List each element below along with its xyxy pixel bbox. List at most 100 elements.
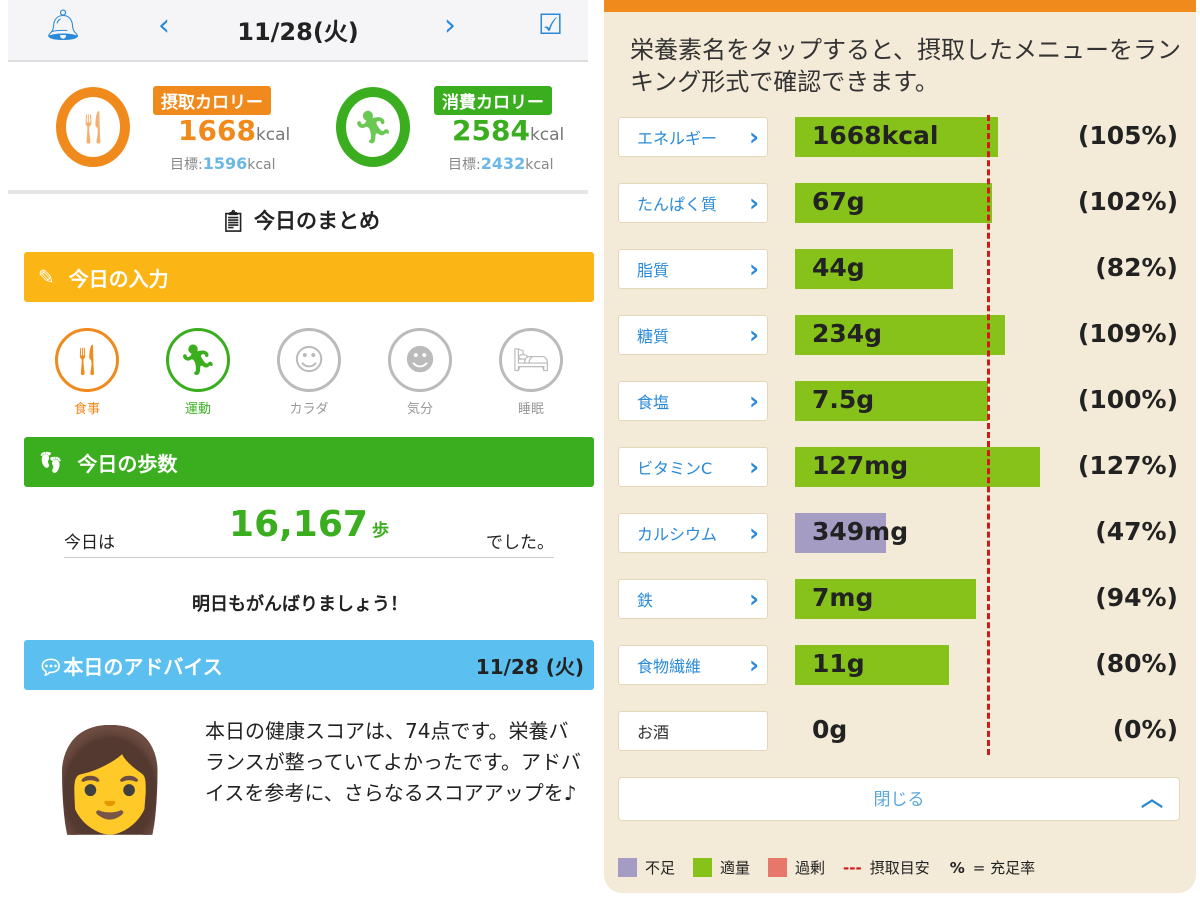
goal-unit: kcal — [525, 157, 554, 173]
chevron-right-icon: › — [749, 189, 759, 217]
nutrient-percent: (82%) — [1095, 253, 1178, 282]
close-button[interactable]: 閉じる ︿ — [618, 777, 1180, 821]
calendar-user-icon[interactable]: ☑︎ — [538, 8, 564, 41]
next-day-button[interactable]: › — [444, 8, 456, 43]
nutrient-row: お酒 0g (0%) — [618, 711, 1178, 751]
nutrient-name-button[interactable]: ビタミンC › — [618, 447, 768, 487]
nutrient-name: カルシウム — [637, 525, 718, 544]
nutrient-value: 7.5g — [812, 385, 875, 414]
nutrient-value: 44g — [812, 253, 865, 282]
chevron-right-icon: › — [749, 585, 759, 613]
nutrient-name-button[interactable]: 食塩 › — [618, 381, 768, 421]
legend-swatch-ok — [693, 858, 713, 877]
legend-pct-symbol: % — [949, 858, 965, 877]
nutrient-value: 0g — [812, 715, 848, 744]
current-date: 11/28(火) — [237, 18, 359, 46]
nutrient-name-button[interactable]: エネルギー › — [618, 117, 768, 157]
clipboard-icon: 📋︎ — [220, 209, 254, 233]
instruction-text: 栄養素名をタップすると、摂取したメニューをランキング形式で確認できます。 — [630, 36, 1182, 96]
steps-row: 今日は 16,167 歩 でした。 — [64, 500, 554, 558]
intake-label: 摂取カロリー — [153, 86, 271, 115]
nutrient-bar — [795, 117, 998, 157]
nutrient-name: 糖質 — [637, 327, 670, 346]
input-label: 睡眠 — [517, 402, 544, 417]
body-icon: ☺︎ — [277, 328, 341, 392]
nutrient-value: 11g — [812, 649, 865, 678]
nutrient-name-button[interactable]: 脂質 › — [618, 249, 768, 289]
nutrient-percent: (100%) — [1077, 385, 1178, 414]
legend: 不足 適量 過剰 --- 摂取目安 % = 充足率 — [618, 857, 1035, 878]
speech-bubble-icon: 💬︎ — [38, 654, 64, 679]
summary-title: 📋︎ 今日のまとめ — [220, 205, 380, 235]
close-label: 閉じる — [873, 790, 925, 810]
burned-goal: 目標:2432kcal — [448, 154, 554, 174]
sleep-icon: 🛏︎ — [499, 328, 563, 392]
nutrient-name-button[interactable]: たんぱく質 › — [618, 183, 768, 223]
nutrient-percent: (102%) — [1077, 187, 1178, 216]
steps-unit: 歩 — [371, 521, 389, 541]
mood-icon: ☻︎ — [388, 328, 452, 392]
input-label: カラダ — [289, 402, 329, 417]
goal-label: 目標: — [170, 157, 203, 173]
goal-value: 2432 — [480, 154, 526, 173]
nutrient-name-button[interactable]: カルシウム › — [618, 513, 768, 553]
advice-title: 本日のアドバイス — [63, 654, 223, 679]
nutrient-value: 7mg — [812, 583, 874, 612]
nutrient-bar — [795, 183, 992, 223]
nutrient-bar — [795, 381, 988, 421]
nutrient-row: 食物繊維 › 11g (80%) — [618, 645, 1178, 685]
input-section-header: ✎ 今日の入力 — [24, 252, 594, 302]
nutrient-name-button[interactable]: お酒 — [618, 711, 768, 751]
input-label: 運動 — [184, 402, 211, 417]
nutrient-percent: (47%) — [1095, 517, 1178, 546]
nutrient-name-button[interactable]: 食物繊維 › — [618, 645, 768, 685]
nutrient-name-button[interactable]: 糖質 › — [618, 315, 768, 355]
steps-prefix: 今日は — [64, 533, 115, 553]
input-body-button[interactable]: ☺︎ カラダ — [277, 328, 341, 417]
footprints-icon: 👣︎ — [38, 450, 78, 474]
nutrient-percent: (80%) — [1095, 649, 1178, 678]
input-exercise-button[interactable]: 🏃︎ 運動 — [166, 328, 230, 417]
fork-knife-icon: 🍴︎ — [56, 87, 130, 167]
nutrient-name-button[interactable]: 鉄 › — [618, 579, 768, 619]
legend-target-line: --- — [843, 858, 862, 877]
input-label: 食事 — [73, 402, 100, 417]
input-label: 気分 — [406, 402, 433, 417]
nutrient-value: 1668kcal — [812, 121, 939, 150]
nutrient-row: 食塩 › 7.5g (100%) — [618, 381, 1178, 421]
goal-label: 目標: — [448, 157, 481, 173]
nutrient-percent: (127%) — [1077, 451, 1178, 480]
intake-goal: 目標:1596kcal — [170, 154, 276, 174]
nutrient-name: 食物繊維 — [637, 657, 702, 676]
steps-suffix: でした。 — [486, 533, 554, 553]
nutrient-bar — [795, 447, 1041, 487]
chevron-right-icon: › — [749, 123, 759, 151]
nutrient-percent: (94%) — [1095, 583, 1178, 612]
chevron-right-icon: › — [749, 255, 759, 283]
nutrient-panel: 栄養素名をタップすると、摂取したメニューをランキング形式で確認できます。 エネル… — [604, 0, 1196, 893]
nutrient-name: 脂質 — [637, 261, 670, 280]
input-mood-button[interactable]: ☻︎ 気分 — [388, 328, 452, 417]
nutrient-percent: (109%) — [1077, 319, 1178, 348]
nutrient-row: たんぱく質 › 67g (102%) — [618, 183, 1178, 223]
legend-swatch-short — [618, 858, 637, 877]
input-sleep-button[interactable]: 🛏︎ 睡眠 — [499, 328, 563, 417]
input-meal-button[interactable]: 🍴︎ 食事 — [55, 328, 119, 417]
nutrient-row: 糖質 › 234g (109%) — [618, 315, 1178, 355]
steps-value: 16,167 — [229, 504, 368, 545]
advice-section-header: 💬︎本日のアドバイス 11/28 (火) — [24, 640, 594, 690]
prev-day-button[interactable]: ‹ — [158, 8, 170, 43]
legend-pct-desc: = 充足率 — [972, 859, 1036, 877]
nutrient-row: エネルギー › 1668kcal (105%) — [618, 117, 1178, 157]
legend-swatch-over — [768, 858, 788, 877]
advisor-illustration: 👩 — [47, 721, 173, 838]
steps-count: 16,167 歩 — [174, 504, 444, 545]
pencil-icon: ✎ — [38, 265, 69, 289]
nutrient-bar — [795, 645, 950, 685]
steps-section-header: 👣︎ 今日の歩数 — [24, 437, 594, 487]
running-icon: 🏃︎ — [336, 87, 410, 167]
burned-label: 消費カロリー — [434, 86, 552, 115]
nutrient-row: ビタミンC › 127mg (127%) — [618, 447, 1178, 487]
input-section-title: 今日の入力 — [68, 266, 169, 291]
bell-icon[interactable]: 🔔︎ — [44, 8, 83, 43]
